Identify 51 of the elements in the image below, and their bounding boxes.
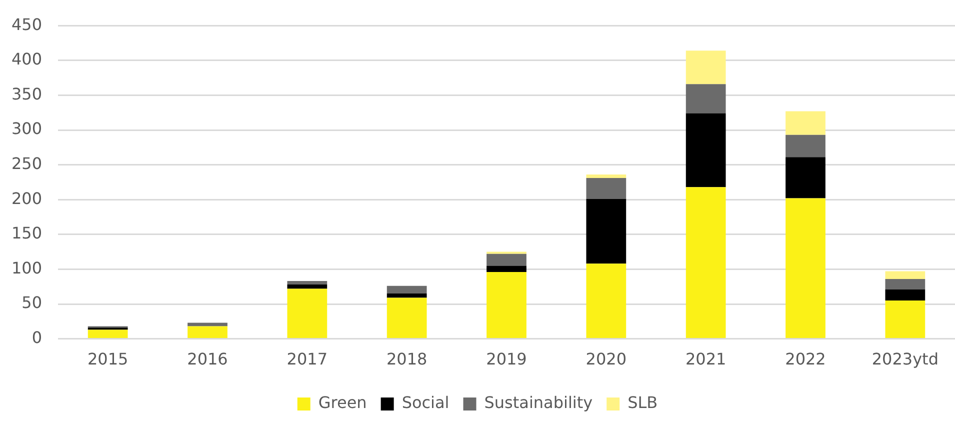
y-tick-label: 150 [11,224,42,243]
bar [386,286,427,294]
bar [188,326,228,338]
bar [386,294,427,298]
y-tick-label: 250 [11,154,42,173]
legend-label: Sustainability [484,393,593,412]
bar [486,254,526,266]
y-tick-label: 200 [11,188,42,208]
bar [885,300,926,338]
bar [786,157,826,198]
bar [686,187,726,338]
x-tick-label: 2016 [187,350,228,369]
bar [786,111,826,135]
bar [786,198,826,338]
y-tick-label: 300 [11,119,42,138]
legend-label: SLB [628,393,658,412]
x-tick-label: 2021 [685,350,726,369]
bar [885,289,926,301]
bar [287,284,328,289]
legend-label: Social [402,393,450,412]
bar [586,198,626,264]
y-tick-label: 50 [22,293,42,312]
x-tick-label: 2020 [586,350,627,369]
bar [885,278,926,290]
x-tick-label: 2022 [785,350,826,369]
y-tick-label: 0 [32,328,42,347]
bar [586,178,626,199]
bar [686,50,726,84]
x-tick-label: 2015 [87,350,128,369]
x-tick-label: 2023ytd [872,350,938,369]
y-tick-label: 350 [11,84,42,104]
bar [686,84,726,114]
bar [88,330,128,338]
x-tick-label: 2017 [286,350,328,369]
y-tick-label: 400 [11,50,42,69]
x-tick-label: 2018 [386,350,428,369]
y-tick-label: 100 [11,258,42,278]
bar [386,298,427,338]
bar [486,266,526,272]
bar [188,322,228,326]
bar [586,174,626,178]
x-tick-label: 2019 [486,350,527,369]
bar [686,113,726,188]
bar [287,281,328,285]
y-tick-label: 450 [11,14,42,34]
bar [486,272,526,338]
bar [586,264,626,338]
bar [287,288,328,338]
bar [786,134,826,158]
legend-label: Green [318,393,367,412]
bar [885,271,926,279]
